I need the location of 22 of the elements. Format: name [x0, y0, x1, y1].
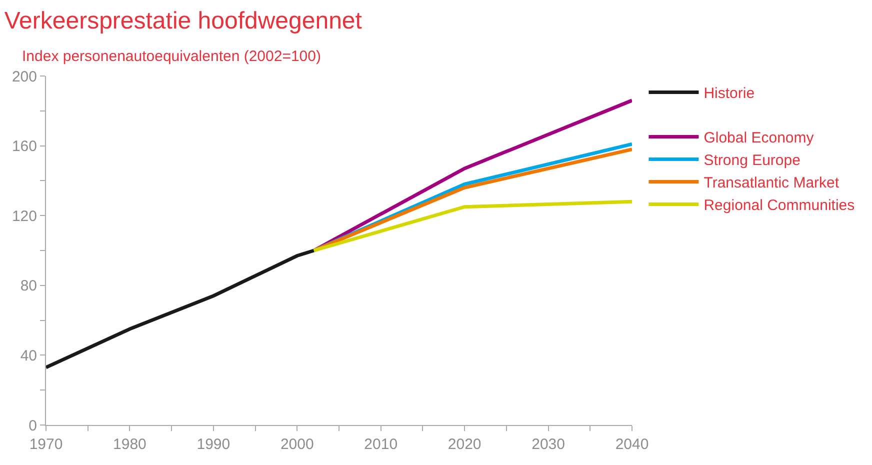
y-tick-label: 120: [12, 208, 37, 225]
y-tick-label: 0: [28, 417, 37, 434]
x-tick-label: 2010: [364, 436, 398, 453]
legend-label: Regional Communities: [704, 197, 855, 214]
y-tick-label: 40: [20, 347, 37, 364]
y-tick-label: 200: [12, 68, 37, 86]
line-series: [46, 248, 316, 370]
legend-label: Historie: [704, 85, 755, 102]
chart-subtitle: Index personenautoequivalenten (2002=100): [22, 48, 321, 65]
y-tick-label: 80: [20, 278, 37, 295]
x-tick-label: 1970: [29, 436, 63, 453]
x-tick-label: 1980: [113, 436, 146, 453]
x-tick-label: 2000: [280, 436, 314, 453]
legend-label: Global Economy: [704, 130, 814, 147]
x-tick-label: 2030: [532, 436, 565, 453]
x-tick-label: 2020: [448, 436, 482, 453]
legend-label: Strong Europe: [704, 152, 800, 170]
chart-title: Verkeersprestatie hoofdwegennet: [4, 7, 362, 34]
legend-label: Transatlantic Market: [704, 174, 840, 192]
x-tick-label: 1990: [196, 436, 230, 453]
y-tick-label: 160: [12, 138, 37, 156]
x-tick-label: 2040: [615, 436, 649, 453]
